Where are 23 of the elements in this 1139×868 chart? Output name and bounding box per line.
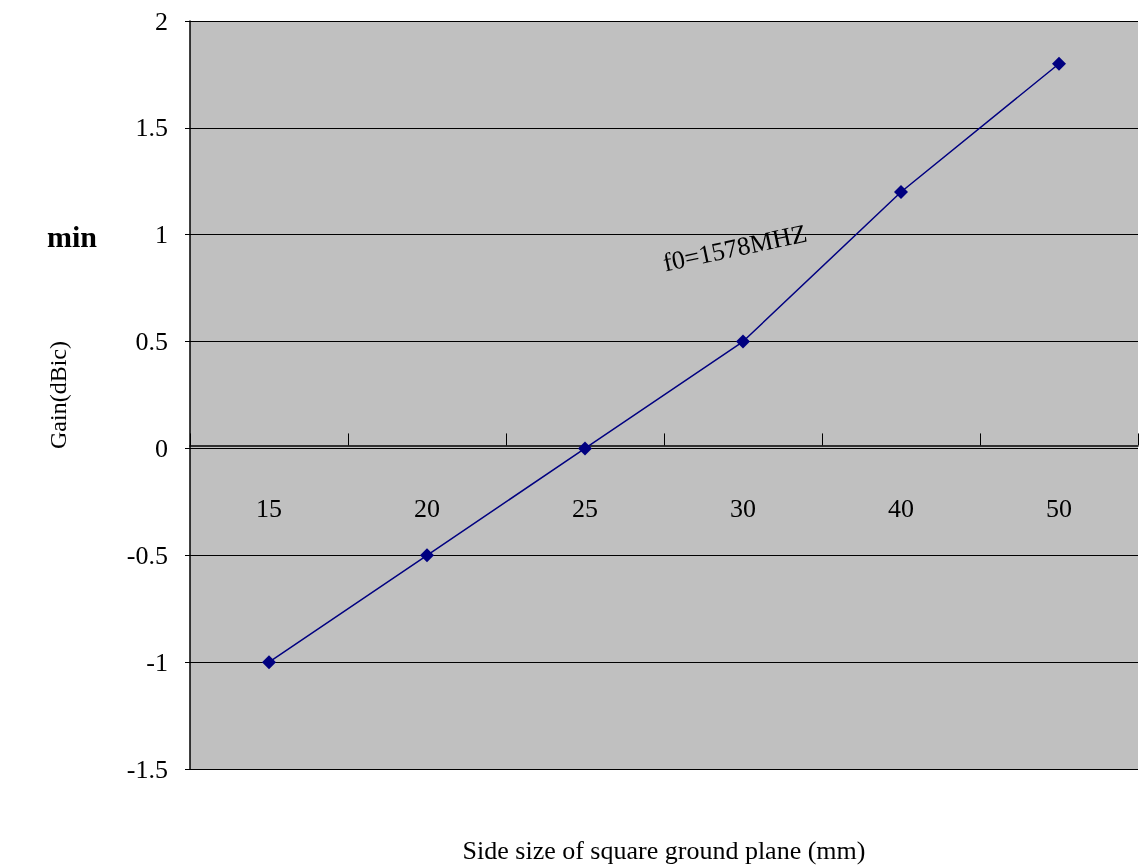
- y-tick-label: -1: [146, 647, 168, 677]
- y-tick-label: 1.5: [135, 113, 168, 143]
- text: min: [46, 219, 98, 253]
- y-tick-label: 0.5: [135, 327, 168, 357]
- y-tick-label: -0.5: [126, 540, 168, 570]
- x-tick-label: 40: [888, 493, 914, 523]
- point: [894, 184, 908, 199]
- x-tick-label: 50: [1046, 493, 1072, 523]
- x-tick-label: 20: [414, 493, 440, 523]
- point: [420, 548, 434, 563]
- y-axis-title: Gain(dBic): [45, 341, 71, 449]
- point: [578, 441, 592, 456]
- x-tick-label: 25: [572, 493, 598, 523]
- y-tick-label: 2: [155, 6, 168, 36]
- y-tick-label: 0: [155, 433, 168, 463]
- x-tick-label: 15: [256, 493, 282, 523]
- point: [736, 334, 750, 349]
- x-tick-label: 30: [730, 493, 756, 523]
- y-tick-label: -1.5: [126, 754, 168, 784]
- x-axis-title: Side size of square ground plane (mm): [462, 835, 866, 865]
- point: [262, 655, 276, 670]
- y-tick-label: 1: [155, 220, 168, 250]
- point: [1052, 56, 1066, 71]
